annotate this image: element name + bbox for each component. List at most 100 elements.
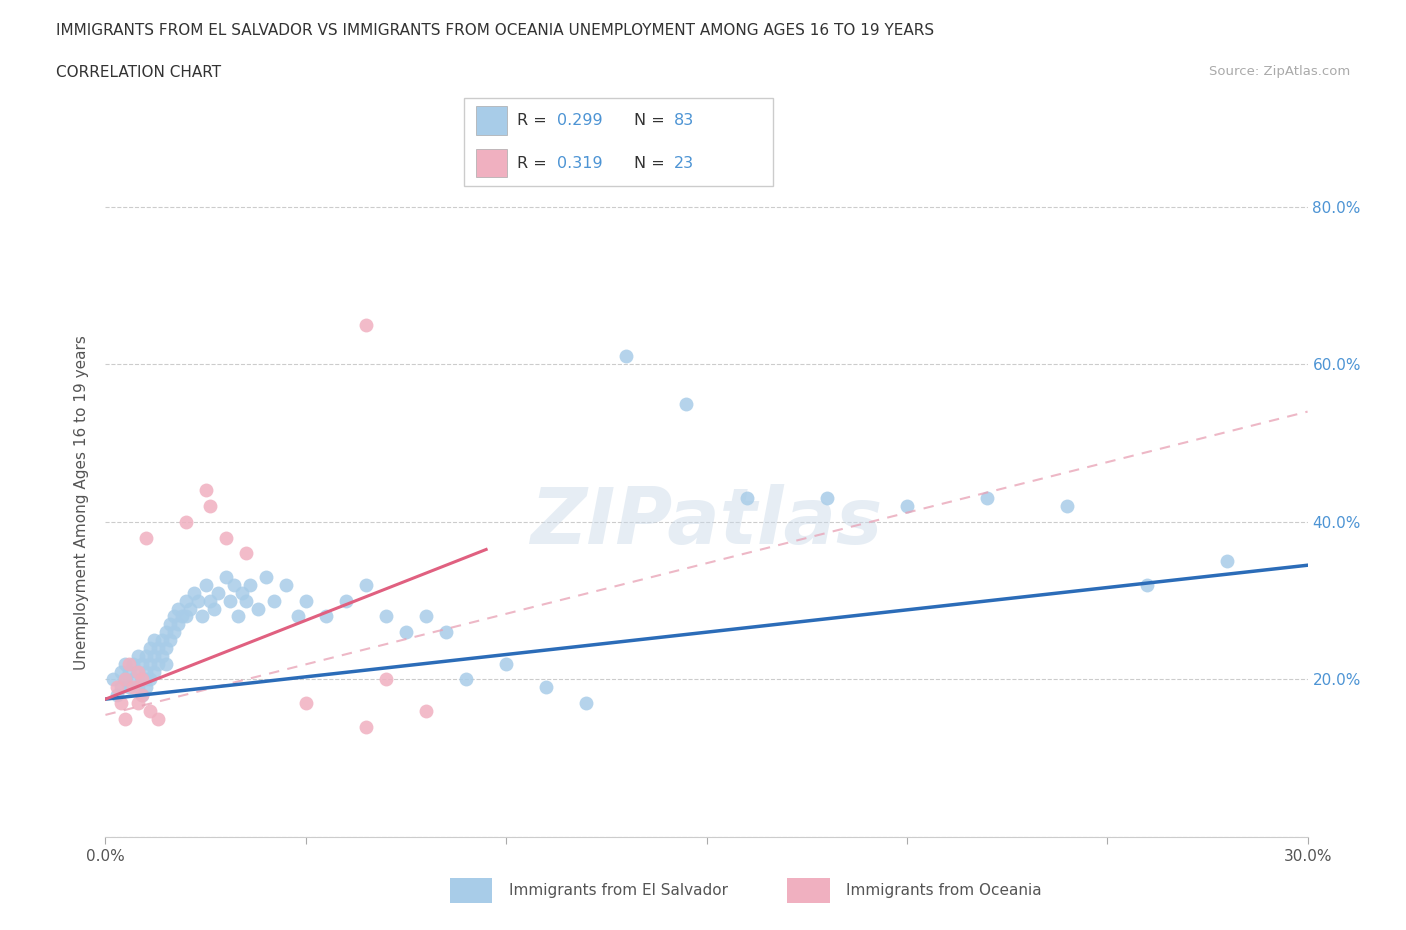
Point — [118, 680, 141, 695]
Point — [114, 672, 136, 687]
Point — [263, 593, 285, 608]
Point — [135, 672, 157, 687]
FancyBboxPatch shape — [464, 98, 773, 186]
Point — [254, 569, 277, 584]
Point — [127, 648, 149, 663]
Point — [214, 530, 236, 545]
Point — [135, 680, 157, 695]
Point — [138, 703, 160, 718]
Point — [118, 664, 141, 679]
Point — [118, 657, 141, 671]
Point — [335, 593, 357, 608]
Point — [1056, 498, 1078, 513]
Point — [207, 585, 229, 600]
Point — [142, 664, 165, 679]
Text: Immigrants from Oceania: Immigrants from Oceania — [846, 883, 1042, 898]
Point — [1216, 554, 1239, 569]
Text: R =: R = — [516, 113, 551, 128]
Point — [142, 648, 165, 663]
Point — [235, 546, 257, 561]
Point — [239, 578, 262, 592]
Point — [166, 617, 188, 631]
Point — [131, 672, 153, 687]
Point — [235, 593, 257, 608]
Point — [146, 657, 169, 671]
Text: 83: 83 — [675, 113, 695, 128]
Point — [194, 483, 217, 498]
Point — [374, 609, 398, 624]
Point — [135, 648, 157, 663]
Point — [155, 625, 177, 640]
Point — [214, 569, 236, 584]
Point — [146, 641, 169, 656]
Point — [162, 625, 184, 640]
Point — [174, 593, 197, 608]
Point — [155, 641, 177, 656]
Point — [187, 593, 209, 608]
Text: ZIPatlas: ZIPatlas — [530, 485, 883, 560]
Point — [231, 585, 253, 600]
Point — [127, 664, 149, 679]
Bar — [787, 878, 830, 903]
Point — [976, 491, 998, 506]
Point — [146, 711, 169, 726]
Point — [202, 601, 225, 616]
Point — [675, 396, 697, 411]
Point — [110, 664, 132, 679]
Point — [374, 672, 398, 687]
Point — [315, 609, 337, 624]
Point — [107, 688, 129, 703]
Point — [575, 696, 598, 711]
Point — [103, 672, 125, 687]
Point — [114, 672, 136, 687]
Point — [183, 585, 205, 600]
Point — [110, 696, 132, 711]
Point — [218, 593, 240, 608]
Point — [190, 609, 212, 624]
Point — [122, 680, 145, 695]
Text: 23: 23 — [675, 155, 695, 170]
Point — [131, 688, 153, 703]
Point — [226, 609, 249, 624]
Point — [127, 696, 149, 711]
Text: Source: ZipAtlas.com: Source: ZipAtlas.com — [1209, 65, 1350, 78]
Point — [354, 317, 377, 332]
Point — [354, 578, 377, 592]
Point — [815, 491, 838, 506]
Point — [287, 609, 309, 624]
Point — [395, 625, 418, 640]
Point — [159, 617, 181, 631]
Point — [354, 719, 377, 734]
Text: N =: N = — [634, 155, 671, 170]
Point — [735, 491, 758, 506]
Text: CORRELATION CHART: CORRELATION CHART — [56, 65, 221, 80]
Point — [246, 601, 269, 616]
Point — [138, 672, 160, 687]
Text: 0.299: 0.299 — [557, 113, 602, 128]
Point — [495, 657, 517, 671]
Text: 0.319: 0.319 — [557, 155, 602, 170]
Point — [896, 498, 918, 513]
Point — [198, 593, 221, 608]
Point — [454, 672, 477, 687]
Point — [122, 657, 145, 671]
Point — [415, 609, 437, 624]
Point — [114, 711, 136, 726]
Point — [110, 680, 132, 695]
Point — [170, 609, 193, 624]
Point — [142, 632, 165, 647]
Y-axis label: Unemployment Among Ages 16 to 19 years: Unemployment Among Ages 16 to 19 years — [75, 335, 90, 670]
Point — [138, 657, 160, 671]
Point — [114, 657, 136, 671]
Point — [127, 664, 149, 679]
Text: Immigrants from El Salvador: Immigrants from El Salvador — [509, 883, 728, 898]
Point — [127, 680, 149, 695]
Point — [150, 632, 173, 647]
Point — [107, 680, 129, 695]
Point — [295, 696, 318, 711]
Point — [122, 672, 145, 687]
Point — [174, 609, 197, 624]
Point — [150, 648, 173, 663]
Point — [194, 578, 217, 592]
Point — [415, 703, 437, 718]
